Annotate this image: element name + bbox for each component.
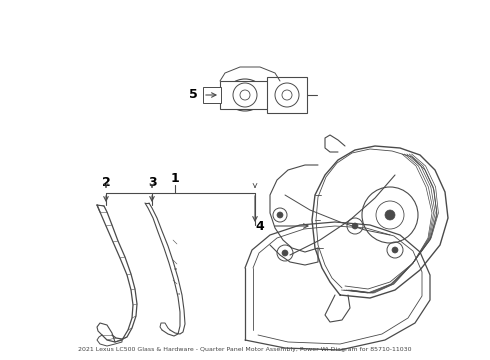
Text: 4: 4 — [256, 220, 265, 233]
Circle shape — [392, 247, 398, 253]
Bar — [267, 77, 307, 113]
Text: 1: 1 — [171, 171, 179, 184]
Text: 5: 5 — [189, 89, 197, 102]
Circle shape — [385, 210, 395, 220]
Bar — [220, 81, 270, 109]
Circle shape — [282, 250, 288, 256]
Bar — [203, 87, 221, 103]
Circle shape — [277, 212, 283, 218]
Text: 2021 Lexus LC500 Glass & Hardware - Quarter Panel Motor Assembly, Power Wi Diagr: 2021 Lexus LC500 Glass & Hardware - Quar… — [78, 347, 412, 352]
Text: 3: 3 — [147, 175, 156, 189]
Text: 2: 2 — [101, 175, 110, 189]
Text: ": " — [176, 292, 179, 298]
Text: ": " — [173, 267, 176, 273]
Circle shape — [352, 223, 358, 229]
